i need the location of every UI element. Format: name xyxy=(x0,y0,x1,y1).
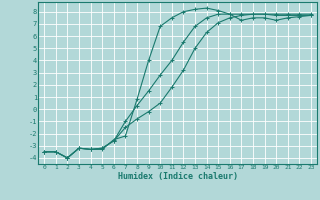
X-axis label: Humidex (Indice chaleur): Humidex (Indice chaleur) xyxy=(118,172,238,181)
